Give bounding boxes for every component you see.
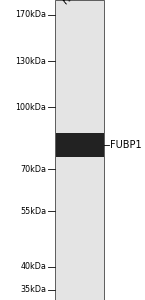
Text: 100kDa: 100kDa xyxy=(16,103,46,112)
Bar xyxy=(56,133,104,157)
Text: 70kDa: 70kDa xyxy=(20,165,46,174)
Text: 55kDa: 55kDa xyxy=(20,207,46,216)
Bar xyxy=(55,0,104,300)
Text: 170kDa: 170kDa xyxy=(15,10,46,19)
Text: FUBP1: FUBP1 xyxy=(110,140,142,150)
Text: 35kDa: 35kDa xyxy=(20,285,46,294)
Text: 40kDa: 40kDa xyxy=(21,262,46,271)
Text: 130kDa: 130kDa xyxy=(16,57,46,66)
Text: HepG2: HepG2 xyxy=(60,0,93,6)
